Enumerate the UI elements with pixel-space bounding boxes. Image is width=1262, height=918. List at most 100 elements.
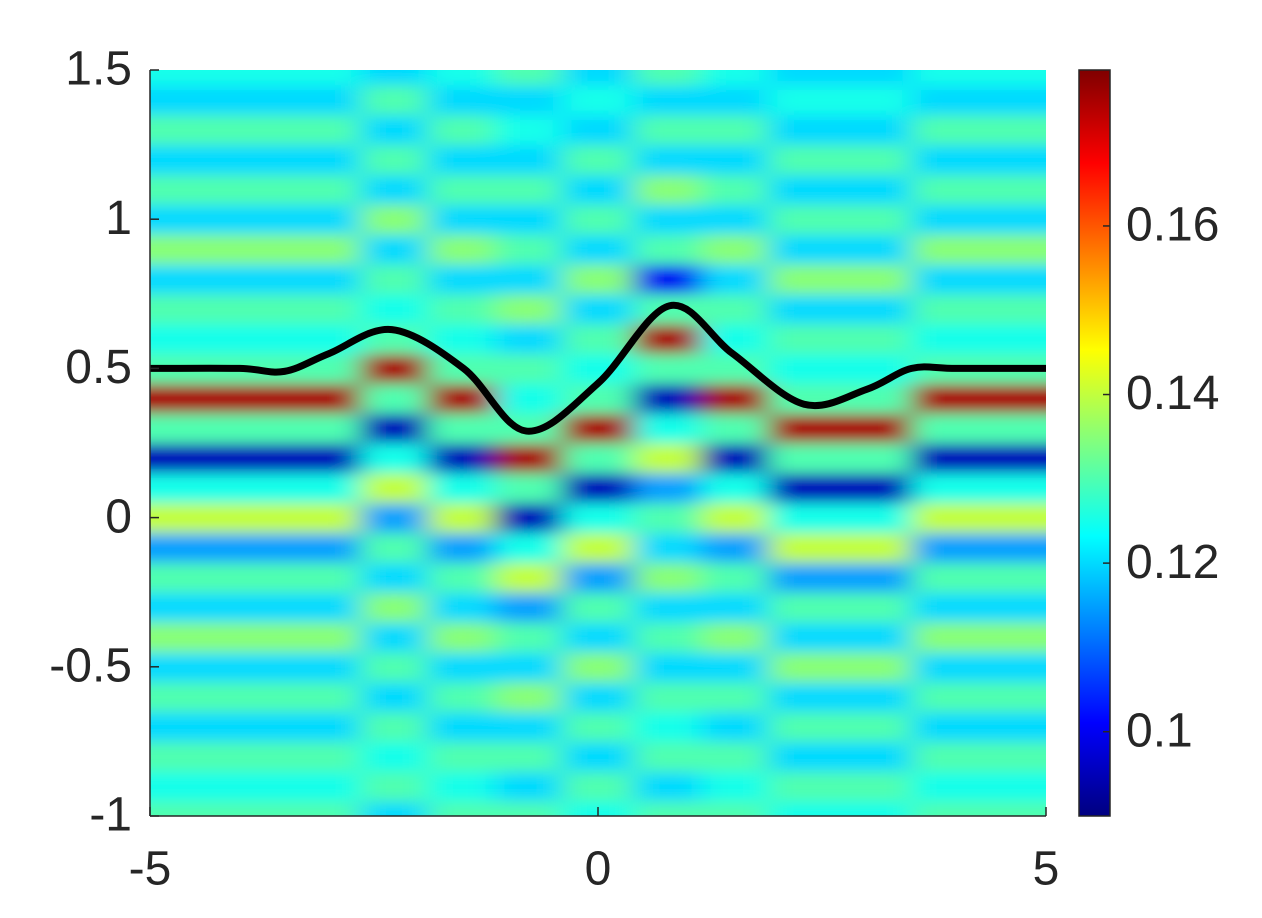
heat-cell [427,502,496,534]
heat-cell [194,472,285,504]
heat-cell [633,681,702,713]
heat-cell [768,681,836,713]
heat-cell [633,263,702,295]
heat-cell [835,681,913,713]
heat-cell [701,532,769,563]
heat-cell [427,293,496,325]
heat-cell [1001,711,1046,742]
heat-cell [360,622,429,653]
heat-cell [427,562,496,593]
heat-cell [427,771,496,802]
heat-cell [911,443,1002,474]
heat-cell [150,771,196,802]
heat-cell [427,681,496,713]
heat-cell [284,413,362,444]
colorbar-tick-label: 0.14 [1126,367,1219,420]
heat-cell [360,70,429,86]
heat-cell [284,443,362,474]
heat-cell [768,622,836,653]
heat-cell [494,234,563,265]
heat-cell [427,443,496,474]
heat-cell [360,413,429,444]
heat-cell [1001,70,1046,86]
heat-cell [150,293,196,325]
heat-cell [150,532,196,563]
heat-cell [150,383,196,414]
heat-cell [633,771,702,802]
heat-cell [150,562,196,593]
heat-cell [194,681,285,713]
heat-cell [835,443,913,474]
heat-cell [835,353,913,384]
heat-cell [633,532,702,563]
heat-cell [768,741,836,772]
heat-cell [494,711,563,742]
heat-cell [494,741,563,772]
heat-cell [911,622,1002,653]
heat-cell [911,144,1002,175]
heat-cell [911,651,1002,683]
heat-cell [911,293,1002,325]
heat-cell [194,532,285,563]
heat-cell [633,234,702,265]
heat-cell [562,174,635,205]
heat-cell [494,204,563,235]
heat-cell [150,622,196,653]
heat-cell [633,711,702,742]
heat-cell [633,204,702,235]
heat-cell [768,443,836,474]
heat-cell [633,651,702,683]
heat-cell [701,234,769,265]
heat-cell [194,383,285,414]
heat-cell [360,204,429,235]
heat-cell [360,443,429,474]
heat-cell [633,472,702,504]
heat-cell [150,323,196,354]
x-tick-label: 5 [1033,843,1060,896]
heat-cell [194,323,285,354]
heat-cell [911,562,1002,593]
heat-cell [427,592,496,623]
heat-cell [494,801,563,816]
heat-cell [1001,532,1046,563]
heat-cell [284,681,362,713]
heat-cell [562,592,635,623]
heat-cell [284,383,362,414]
heat-cell [562,323,635,354]
heat-cell [911,234,1002,265]
heat-cell [360,144,429,175]
heat-cell [427,234,496,265]
heat-cell [194,502,285,534]
heat-cell [360,801,429,816]
heat-cell [835,84,913,116]
heat-cell [768,70,836,86]
heat-cell [194,651,285,683]
heat-cell [701,70,769,86]
heat-cell [562,711,635,742]
heat-cell [1001,114,1046,146]
heat-cell [701,651,769,683]
heat-cell [494,771,563,802]
heat-cell [1001,204,1046,235]
colorbar-tick-label: 0.12 [1126,536,1219,589]
heat-cell [1001,263,1046,295]
heat-cell [1001,323,1046,354]
heat-cell [1001,651,1046,683]
heat-cell [835,801,913,816]
heat-cell [701,562,769,593]
heat-cell [768,502,836,534]
x-tick-label: -5 [129,843,172,896]
heat-cell [494,353,563,384]
heat-cell [562,144,635,175]
y-tick-label: 0 [105,490,132,543]
heat-cell [494,562,563,593]
heat-cell [194,622,285,653]
heat-cell [701,114,769,146]
heat-cell [194,70,285,86]
y-tick-label: -1 [89,789,132,842]
heat-cell [284,741,362,772]
heat-cell [194,84,285,116]
heat-cell [284,801,362,816]
heat-cell [633,84,702,116]
